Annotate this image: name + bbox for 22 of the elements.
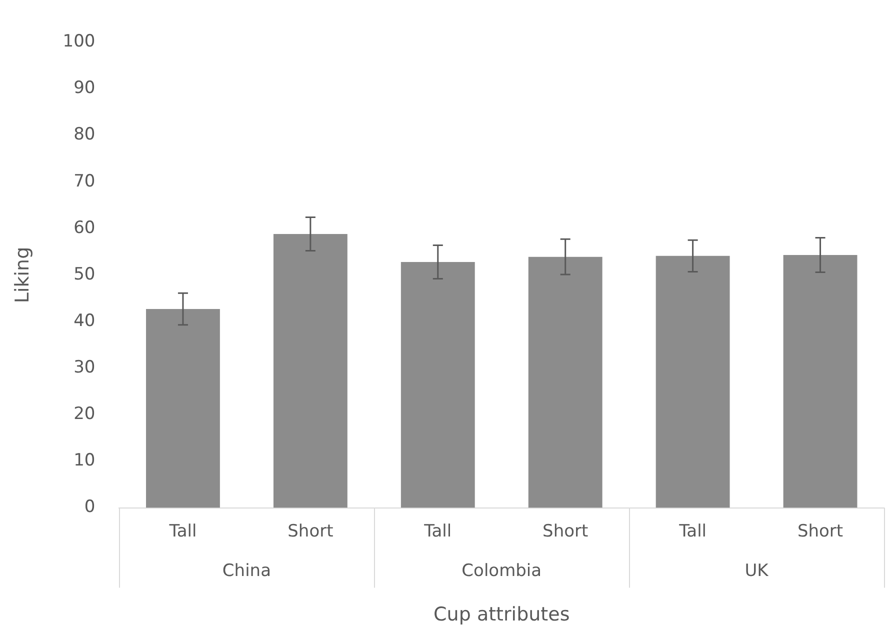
y-tick-label: 20 — [74, 404, 96, 424]
y-tick-label: 100 — [62, 32, 96, 52]
x-axis-title: Cup attributes — [434, 604, 570, 626]
y-tick-label: 40 — [74, 310, 96, 331]
y-tick-label: 0 — [84, 497, 96, 518]
x-tick-label: Tall — [423, 521, 452, 542]
text: UK — [744, 561, 770, 582]
y-tick-label: 90 — [74, 78, 96, 98]
x-tick-label: Tall — [678, 521, 707, 542]
y-tick-label: 60 — [74, 218, 96, 238]
x-tick-label: Short — [542, 521, 588, 542]
y-axis-title: Liking — [11, 246, 34, 304]
x-tick-label: Tall — [168, 521, 197, 542]
text: Colombia — [462, 561, 542, 582]
y-tick-label: 80 — [74, 124, 96, 145]
x-tick-label: Short — [288, 521, 334, 542]
y-tick-label: 30 — [74, 358, 96, 378]
x-tick-label: Short — [797, 521, 844, 542]
y-tick-label: 50 — [74, 264, 96, 284]
y-tick-label: 10 — [74, 450, 96, 471]
text: China — [222, 561, 271, 582]
y-tick-label: 70 — [74, 171, 96, 192]
